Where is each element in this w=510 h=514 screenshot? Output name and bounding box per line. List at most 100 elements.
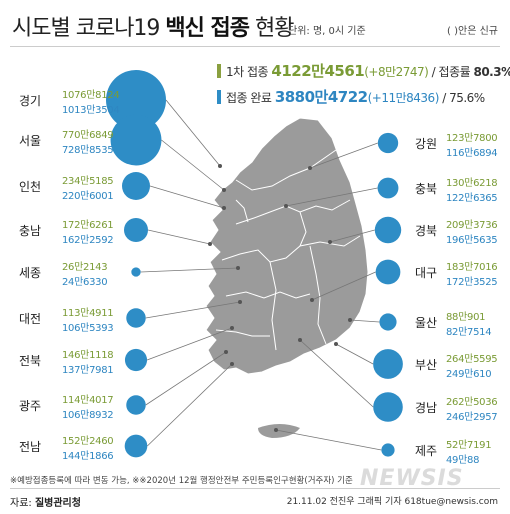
leader-dot-1 xyxy=(222,188,226,192)
first-dose-swatch xyxy=(217,64,221,78)
first-dose-right-4: 88만901 xyxy=(446,312,486,323)
leader-dot-r3 xyxy=(310,298,314,302)
leader-line-5 xyxy=(145,301,241,319)
leader-line-r1 xyxy=(285,187,378,207)
leader-dot-r4 xyxy=(348,318,352,322)
bottom-divider xyxy=(10,488,500,489)
first-dose-left-6: 146만1118 xyxy=(62,350,114,361)
full-dose-swatch xyxy=(217,90,221,104)
full-dose-left-7: 106만8932 xyxy=(62,410,114,421)
leader-dot-4 xyxy=(236,266,240,270)
region-name-left-7: 광주 xyxy=(18,399,42,413)
korea-map xyxy=(205,117,369,438)
map-jeju xyxy=(258,424,300,438)
leader-line-6 xyxy=(146,327,233,361)
leader-line-r4 xyxy=(349,319,380,323)
leader-dot-5 xyxy=(238,300,242,304)
full-dose-right-5: 249만610 xyxy=(446,369,492,380)
leader-dot-r2 xyxy=(328,240,332,244)
first-dose-left-0: 1076만8124 xyxy=(62,90,120,101)
full-dose-right-7: 49만88 xyxy=(446,455,480,466)
full-dose-right-3: 172만3525 xyxy=(446,277,498,288)
bubble-r5 xyxy=(373,349,403,379)
first-dose-right-2: 209만3736 xyxy=(446,220,498,231)
leader-line-r0 xyxy=(309,142,378,169)
bubble-layer xyxy=(106,70,403,458)
bubble-r2 xyxy=(374,216,402,244)
bubble-r0 xyxy=(377,132,399,154)
first-dose-right-0: 123만7800 xyxy=(446,133,498,144)
leader-line-r2 xyxy=(329,229,375,243)
region-name-right-4: 울산 xyxy=(414,316,438,330)
unit-label: 단위: 명, 0시 기준 xyxy=(288,26,366,37)
region-name-right-0: 강원 xyxy=(414,137,438,151)
bubble-5 xyxy=(126,308,146,328)
region-name-left-8: 전남 xyxy=(18,440,42,454)
unit-note: ( )안은 신규 xyxy=(447,26,498,37)
region-name-left-2: 인천 xyxy=(18,180,42,194)
legend-first-dose: 1차 접종 4122만4561(+8만2747) / 접종률 80.3% xyxy=(217,60,510,81)
leader-dot-r0 xyxy=(308,166,312,170)
leader-line-8 xyxy=(147,363,233,447)
region-name-left-3: 충남 xyxy=(18,224,42,238)
first-dose-right-6: 262만5036 xyxy=(446,397,498,408)
leader-line-r7 xyxy=(275,429,382,451)
full-dose-right-2: 196만5635 xyxy=(446,235,498,246)
region-name-left-0: 경기 xyxy=(18,94,42,108)
leader-dot-r5 xyxy=(334,342,338,346)
credit: 21.11.02 전진우 그래픽 기자 618tue@newsis.com xyxy=(286,497,498,507)
first-dose-left-5: 113만4911 xyxy=(62,308,114,319)
leader-line-1 xyxy=(161,139,225,191)
full-dose-right-0: 116만6894 xyxy=(446,148,498,159)
bubble-8 xyxy=(124,434,148,458)
source: 자료: 질병관리청 xyxy=(10,498,81,509)
first-dose-left-7: 114만4017 xyxy=(62,395,114,406)
full-dose-right-1: 122만6365 xyxy=(446,193,498,204)
bubble-4 xyxy=(131,267,141,277)
first-dose-left-3: 172만6261 xyxy=(62,220,114,231)
leader-line-r6 xyxy=(299,339,374,408)
leader-line-0 xyxy=(165,99,221,167)
bubble-7 xyxy=(126,395,146,415)
leader-line-r3 xyxy=(311,271,376,301)
leader-lines xyxy=(140,99,382,451)
bubble-0 xyxy=(106,70,166,130)
region-name-left-5: 대전 xyxy=(18,312,42,326)
full-dose-left-5: 106만5393 xyxy=(62,323,114,334)
full-dose-left-2: 220만6001 xyxy=(62,191,114,202)
region-name-left-6: 전북 xyxy=(18,354,42,368)
leader-dot-3 xyxy=(208,242,212,246)
bubble-r3 xyxy=(375,259,401,285)
leader-dot-7 xyxy=(224,350,228,354)
full-dose-left-8: 144만1866 xyxy=(62,451,114,462)
region-name-right-6: 경남 xyxy=(414,401,438,415)
leader-dot-6 xyxy=(230,326,234,330)
region-name-left-1: 서울 xyxy=(18,134,42,148)
region-name-right-3: 대구 xyxy=(414,266,438,280)
region-name-left-4: 세종 xyxy=(18,266,42,280)
footnote: ※예방접종등록에 따라 변동 가능, ※※2020년 12월 행정안전부 주민등… xyxy=(10,476,353,486)
full-dose-left-6: 137만7981 xyxy=(62,365,114,376)
region-name-right-7: 제주 xyxy=(414,444,438,458)
leader-line-r5 xyxy=(335,343,374,365)
leader-line-4 xyxy=(140,267,239,273)
full-dose-left-3: 162만2592 xyxy=(62,235,114,246)
leader-dot-r6 xyxy=(298,338,302,342)
full-dose-right-6: 246만2957 xyxy=(446,412,498,423)
full-dose-left-4: 24만6330 xyxy=(62,277,108,288)
first-dose-right-5: 264만5595 xyxy=(446,354,498,365)
newsis-watermark: NEWSIS xyxy=(360,466,464,491)
region-name-right-2: 경북 xyxy=(414,224,438,238)
leader-line-7 xyxy=(145,351,227,406)
leader-dot-8 xyxy=(230,362,234,366)
region-name-right-5: 부산 xyxy=(414,358,438,372)
bubble-2 xyxy=(122,172,150,200)
full-dose-left-0: 1013만3504 xyxy=(62,105,120,116)
province-borders xyxy=(215,149,361,351)
full-dose-left-1: 728만8535 xyxy=(62,145,114,156)
first-dose-right-7: 52만7191 xyxy=(446,440,492,451)
leader-dot-2 xyxy=(222,206,226,210)
bubble-6 xyxy=(124,348,148,372)
leader-dot-r7 xyxy=(274,428,278,432)
